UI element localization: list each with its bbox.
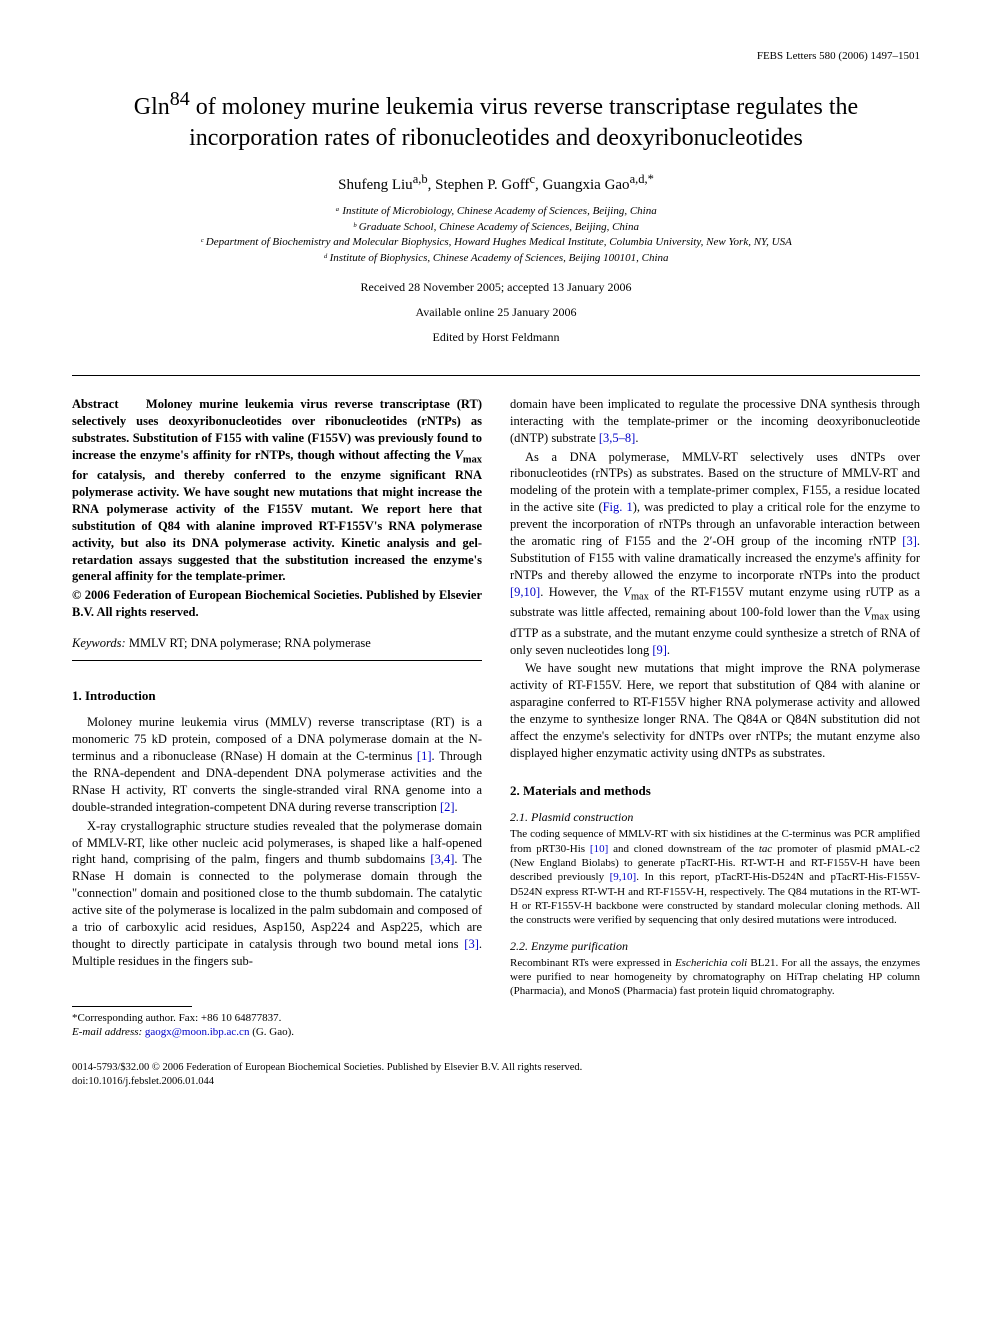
authors: Shufeng Liua,b, Stephen P. Goffc, Guangx… xyxy=(72,172,920,194)
email-link[interactable]: gaogx@moon.ibp.ac.cn xyxy=(145,1026,250,1038)
received-date: Received 28 November 2005; accepted 13 J… xyxy=(72,280,920,295)
ref-link[interactable]: [9] xyxy=(652,643,667,657)
ref-link[interactable]: [9,10] xyxy=(610,871,637,883)
affiliation-a: ᵃ Institute of Microbiology, Chinese Aca… xyxy=(72,204,920,219)
sub-2-1-body: The coding sequence of MMLV-RT with six … xyxy=(510,827,920,927)
email-footnote: E-mail address: gaogx@moon.ibp.ac.cn (G.… xyxy=(72,1025,482,1039)
left-column: Abstract Moloney murine leukemia virus r… xyxy=(72,396,482,1039)
methods-heading: 2. Materials and methods xyxy=(510,782,920,800)
corresponding-footnote: *Corresponding author. Fax: +86 10 64877… xyxy=(72,1011,482,1025)
ref-link[interactable]: [10] xyxy=(590,843,608,855)
abstract-block: Abstract Moloney murine leukemia virus r… xyxy=(72,396,482,585)
abstract-text: Moloney murine leukemia virus reverse tr… xyxy=(72,397,482,583)
ref-link[interactable]: [3,5–8] xyxy=(599,431,635,445)
ref-link[interactable]: [3] xyxy=(902,534,917,548)
article-title: Gln84 of moloney murine leukemia virus r… xyxy=(72,86,920,154)
sub-2-2-body: Recombinant RTs were expressed in Escher… xyxy=(510,956,920,999)
keywords-row: Keywords: MMLV RT; DNA polymerase; RNA p… xyxy=(72,635,482,652)
ref-link[interactable]: [3,4] xyxy=(430,852,454,866)
email-label: E-mail address: xyxy=(72,1026,142,1038)
ref-link[interactable]: [9,10] xyxy=(510,585,540,599)
journal-header: FEBS Letters 580 (2006) 1497–1501 xyxy=(72,50,920,62)
intro-para-1: Moloney murine leukemia virus (MMLV) rev… xyxy=(72,714,482,815)
keywords-label: Keywords: xyxy=(72,636,126,650)
abstract-copyright: © 2006 Federation of European Biochemica… xyxy=(72,587,482,621)
keywords-text: MMLV RT; DNA polymerase; RNA polymerase xyxy=(129,636,371,650)
sub-2-1-heading: 2.1. Plasmid construction xyxy=(510,809,920,825)
footer-meta: 0014-5793/$32.00 © 2006 Federation of Eu… xyxy=(72,1061,920,1088)
page: FEBS Letters 580 (2006) 1497–1501 Gln84 … xyxy=(0,0,992,1138)
footnote-divider xyxy=(72,1006,192,1007)
abstract-label: Abstract xyxy=(72,397,119,411)
email-tail: (G. Gao). xyxy=(252,1026,294,1038)
available-date: Available online 25 January 2006 xyxy=(72,305,920,320)
doi-line: doi:10.1016/j.febslet.2006.01.044 xyxy=(72,1075,920,1089)
intro-heading: 1. Introduction xyxy=(72,687,482,705)
keywords-divider xyxy=(72,660,482,661)
fig-link[interactable]: Fig. 1 xyxy=(603,500,633,514)
col2-para-2: As a DNA polymerase, MMLV-RT selectively… xyxy=(510,449,920,659)
issn-line: 0014-5793/$32.00 © 2006 Federation of Eu… xyxy=(72,1061,920,1075)
two-column-body: Abstract Moloney murine leukemia virus r… xyxy=(72,396,920,1039)
sub-2-2-heading: 2.2. Enzyme purification xyxy=(510,938,920,954)
col2-para-1: domain have been implicated to regulate … xyxy=(510,396,920,447)
divider xyxy=(72,375,920,376)
ref-link[interactable]: [1] xyxy=(417,749,432,763)
affiliation-c: ᶜ Department of Biochemistry and Molecul… xyxy=(72,235,920,250)
editor-line: Edited by Horst Feldmann xyxy=(72,330,920,345)
ref-link[interactable]: [2] xyxy=(440,800,455,814)
affiliations: ᵃ Institute of Microbiology, Chinese Aca… xyxy=(72,204,920,266)
col2-para-3: We have sought new mutations that might … xyxy=(510,660,920,761)
intro-para-2: X-ray crystallographic structure studies… xyxy=(72,818,482,970)
ref-link[interactable]: [3] xyxy=(464,937,479,951)
right-column: domain have been implicated to regulate … xyxy=(510,396,920,1039)
affiliation-b: ᵇ Graduate School, Chinese Academy of Sc… xyxy=(72,220,920,235)
affiliation-d: ᵈ Institute of Biophysics, Chinese Acade… xyxy=(72,251,920,266)
